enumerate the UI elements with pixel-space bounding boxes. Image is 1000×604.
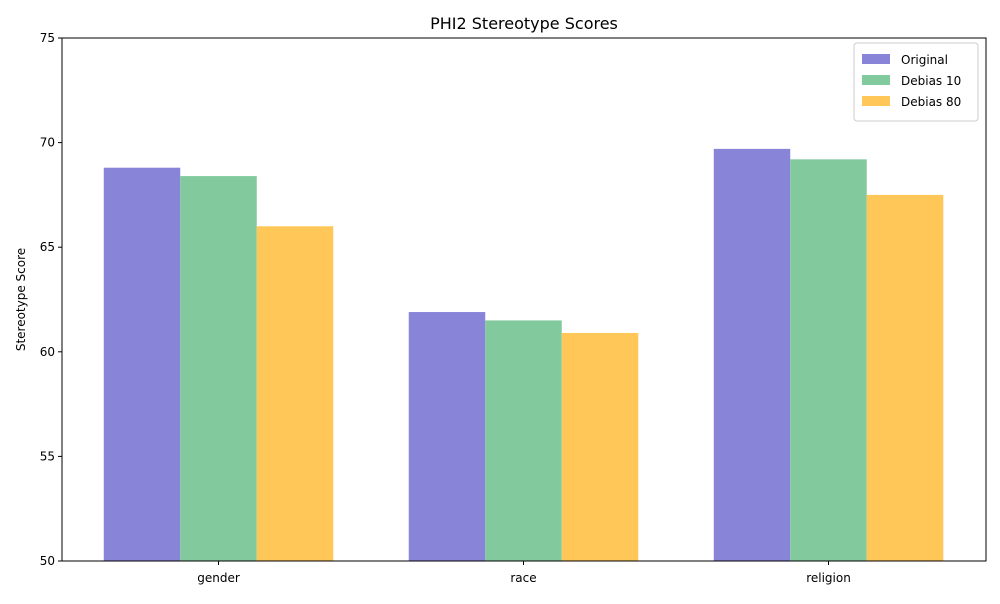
y-tick-label: 70 [40, 136, 55, 150]
bar-original-race [408, 312, 486, 561]
axes-layer: 50 55 60 65 70 75 gender race religion [40, 31, 987, 585]
legend-label: Debias 10 [901, 74, 961, 88]
y-tick-label: 50 [40, 554, 55, 568]
bar-debias-80-religion [866, 194, 944, 561]
x-tick-label: gender [197, 571, 240, 585]
y-axis-label: Stereotype Score [14, 248, 28, 351]
x-tick-label: race [510, 571, 536, 585]
bar-debias-80-gender [256, 226, 334, 561]
y-tick-label: 65 [40, 240, 55, 254]
legend-swatch [862, 54, 890, 64]
legend-label: Original [901, 53, 948, 67]
legend-swatch [862, 96, 890, 106]
y-tick-label: 60 [40, 345, 55, 359]
bar-original-gender [103, 167, 181, 562]
bar-original-religion [713, 148, 791, 561]
x-tick-label: religion [806, 571, 851, 585]
bar-debias-80-race [561, 332, 639, 561]
y-tick-label: 55 [40, 449, 55, 463]
y-tick-label: 75 [40, 31, 55, 45]
bar-debias-10-religion [790, 159, 867, 561]
legend-label: Debias 80 [901, 95, 961, 109]
chart-title: PHI2 Stereotype Scores [430, 14, 618, 33]
bars-layer [103, 148, 944, 562]
legend: Original Debias 10 Debias 80 [853, 42, 979, 122]
bar-debias-10-gender [180, 176, 257, 561]
bar-debias-10-race [485, 320, 562, 561]
legend-swatch [862, 75, 890, 85]
